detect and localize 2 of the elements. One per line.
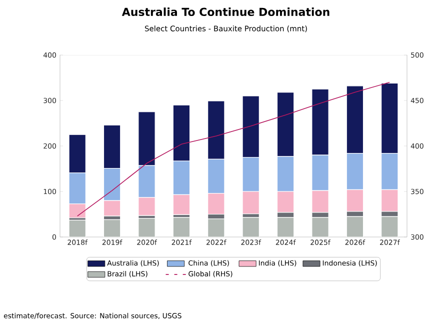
chart-title: Australia To Continue Domination — [122, 8, 330, 16]
line-series — [76, 82, 390, 216]
